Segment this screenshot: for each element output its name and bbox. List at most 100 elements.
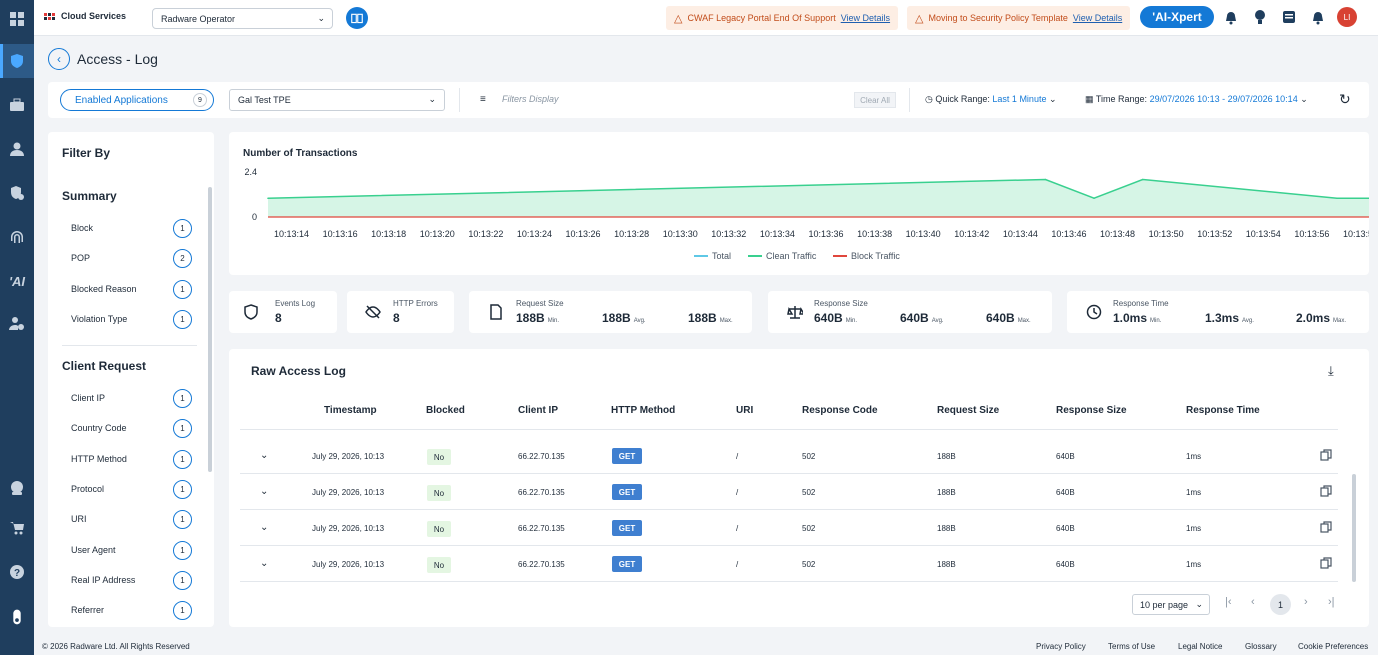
notification-bell-icon[interactable] [1310,9,1326,25]
copy-icon[interactable] [1320,521,1332,533]
eye-off-icon [365,304,381,320]
bot-icon[interactable] [7,478,27,498]
footer-link-terms-of-use[interactable]: Terms of Use [1108,642,1156,651]
filter-panel-scrollbar[interactable] [208,187,212,472]
summary-filter-label[interactable]: Block [71,223,94,233]
table-row[interactable]: ⌄ July 29, 2026, 10:13 No 66.22.70.135 GET / 5… [240,474,1338,510]
client-request-filter-label[interactable]: Referrer [71,605,105,616]
legend-clean[interactable]: Clean Traffic [748,251,816,261]
client-request-filter-label[interactable]: Country Code [71,423,127,434]
back-button[interactable]: ‹ [48,48,70,70]
operator-select[interactable]: Radware Operator ⌄ [152,8,333,29]
client-request-filter-label[interactable]: Real IP Address [71,574,136,585]
page-1-button[interactable]: 1 [1270,594,1291,615]
user-settings-icon[interactable] [7,313,27,333]
quick-range[interactable]: ◷ Quick Range: Last 1 Minute ⌄ [925,94,1057,104]
client-request-filter-count[interactable]: 1 [173,540,192,560]
table-row[interactable]: ⌄ July 29, 2026, 10:13 No 66.22.70.135 GET / 5… [240,546,1338,582]
client-request-filter-count[interactable]: 1 [173,419,192,439]
download-icon[interactable]: ⤓ [1328,363,1334,378]
summary-filter-count[interactable]: 1 [173,219,192,238]
time-range[interactable]: ▦ Time Range: 29/07/2026 10:13 - 29/07/2… [1085,94,1308,104]
legend-block[interactable]: Block Traffic [833,251,900,261]
column-header-response-time[interactable]: Response Time [1186,405,1260,416]
copy-icon[interactable] [1320,449,1332,461]
table-row[interactable]: ⌄ July 29, 2026, 10:13 No 66.22.70.135 GET / 5… [240,510,1338,546]
expand-chevron-icon[interactable]: ⌄ [260,522,269,533]
client-request-filter-label[interactable]: Protocol [71,483,105,494]
summary-filter-label[interactable]: POP [71,253,91,264]
brand[interactable]: Cloud Services [44,11,126,21]
refresh-icon[interactable]: ↻ [1339,91,1351,107]
shield-settings-icon[interactable] [7,183,27,203]
client-request-filter-label[interactable]: HTTP Method [71,453,127,464]
application-select[interactable]: Gal Test TPE ⌄ [229,89,445,111]
http-method-badge: GET [612,556,642,572]
client-request-filter-label[interactable]: User Agent [71,544,116,555]
cart-icon[interactable] [7,518,27,538]
avatar[interactable]: LI [1337,7,1357,27]
news-icon[interactable] [1281,9,1297,25]
client-request-filter-count[interactable]: 1 [173,601,192,621]
expand-chevron-icon[interactable]: ⌄ [260,558,269,569]
client-request-filter-count[interactable]: 1 [173,449,192,469]
expand-chevron-icon[interactable]: ⌄ [260,486,269,497]
legend-total[interactable]: Total [694,251,731,261]
client-request-filter-count[interactable]: 1 [173,510,192,530]
prev-page-button[interactable]: ‹ [1251,596,1255,608]
lightbulb-icon[interactable] [1252,9,1268,25]
apps-grid-icon[interactable] [7,9,27,29]
column-header-response-code[interactable]: Response Code [802,405,878,416]
x-tick-label: 10:13:38 [857,229,892,239]
client-request-filter-count[interactable]: 1 [173,389,192,408]
client-request-filter-label[interactable]: URI [71,514,87,525]
summary-filter-label[interactable]: Blocked Reason [71,283,137,294]
footer-link-glossary[interactable]: Glossary [1245,642,1277,651]
alert-cwaf-link[interactable]: View Details [840,13,891,23]
column-header-client-ip[interactable]: Client IP [518,405,559,416]
footer-link-cookie-preferences[interactable]: Cookie Preferences [1298,642,1369,651]
cloud-bell-icon[interactable] [1223,9,1239,25]
table-row[interactable]: ⌄ July 29, 2026, 10:13 No 66.22.70.135 GET / 5… [240,438,1338,474]
column-header-timestamp[interactable]: Timestamp [324,405,377,416]
column-header-blocked[interactable]: Blocked [426,405,465,416]
client-request-filter-count[interactable]: 1 [173,570,192,590]
ai-xpert-button[interactable]: 'AI-Xpert [1140,6,1214,28]
footer-link-legal-notice[interactable]: Legal Notice [1178,642,1223,651]
column-header-request-size[interactable]: Request Size [937,405,1000,416]
client-request-filter-count[interactable]: 1 [173,479,192,499]
briefcase-icon[interactable] [7,95,27,115]
footer-link-privacy-policy[interactable]: Privacy Policy [1036,642,1086,651]
column-header-http-method[interactable]: HTTP Method [611,405,676,416]
copy-icon[interactable] [1320,485,1332,497]
enabled-applications-label: Enabled Applications [75,94,168,106]
response-size-cell: 640B [1056,452,1075,461]
filter-icon[interactable]: ≡ [480,94,486,105]
first-page-button[interactable]: |‹ [1225,596,1232,608]
fingerprint-icon[interactable] [7,227,27,247]
summary-filter-label[interactable]: Violation Type [71,313,128,324]
summary-filter-count[interactable]: 2 [173,249,192,269]
last-page-button[interactable]: ›| [1328,596,1335,608]
expand-chevron-icon[interactable]: ⌄ [260,450,269,461]
user-icon[interactable] [7,139,27,159]
table-scrollbar[interactable] [1352,474,1356,582]
enabled-applications-button[interactable]: Enabled Applications 9 [60,89,214,111]
help-icon[interactable]: ? [7,562,27,582]
summary-filter-count[interactable]: 1 [173,279,192,299]
clear-all-button[interactable]: Clear All [854,92,896,108]
ai-icon[interactable]: 'AI [8,273,26,289]
client-request-filter-label[interactable]: Client IP [71,393,106,403]
response-code-cell: 502 [802,452,816,461]
alert-policy-link[interactable]: View Details [1072,13,1123,23]
summary-filter-count[interactable]: 1 [173,309,192,329]
next-page-button[interactable]: › [1304,596,1308,608]
column-header-uri[interactable]: URI [736,405,754,416]
per-page-select[interactable]: 10 per page ⌄ [1132,594,1210,615]
shield-icon[interactable] [7,51,27,71]
column-header-response-size[interactable]: Response Size [1056,405,1127,416]
avg-label: Avg. [931,318,944,324]
book-icon[interactable] [346,7,368,29]
copy-icon[interactable] [1320,557,1332,569]
filters-display[interactable]: Filters Display [502,94,559,104]
